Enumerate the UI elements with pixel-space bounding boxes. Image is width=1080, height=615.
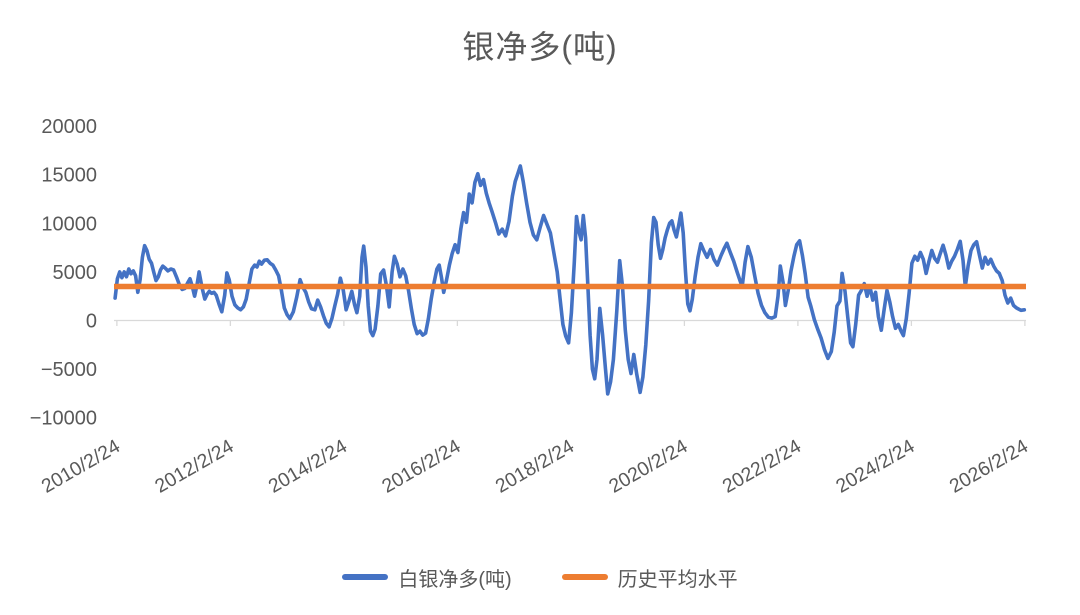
y-axis: 20000 15000 10000 5000 0 −5000 −10000 bbox=[30, 116, 97, 430]
x-tick-label: 2024/2/24 bbox=[832, 435, 918, 498]
x-axis: 2010/2/24 2012/2/24 2014/2/24 2016/2/24 2018… bbox=[38, 319, 1032, 498]
legend-line-swatch bbox=[342, 574, 389, 580]
legend-line-swatch bbox=[561, 574, 608, 580]
legend-item-silver-net-long: 白银净多(吨) bbox=[342, 563, 512, 592]
y-tick-label: 20000 bbox=[41, 116, 97, 138]
y-tick-label: −10000 bbox=[30, 408, 97, 430]
y-tick-label: 10000 bbox=[41, 213, 97, 235]
x-tick-label: 2026/2/24 bbox=[946, 435, 1032, 498]
y-tick-label: 0 bbox=[86, 311, 97, 333]
x-tick-label: 2018/2/24 bbox=[492, 435, 578, 498]
x-tick-label: 2012/2/24 bbox=[151, 435, 237, 498]
chart-legend: 白银净多(吨) 历史平均水平 bbox=[0, 560, 1080, 594]
y-tick-label: −5000 bbox=[41, 359, 97, 381]
y-tick-label: 15000 bbox=[41, 165, 97, 187]
plot-area bbox=[113, 164, 1027, 396]
x-tick-label: 2020/2/24 bbox=[605, 435, 691, 498]
x-tick-label: 2016/2/24 bbox=[378, 435, 464, 498]
legend-label: 历史平均水平 bbox=[617, 568, 738, 591]
y-tick-label: 5000 bbox=[53, 262, 98, 284]
legend-label: 白银净多(吨) bbox=[398, 568, 512, 591]
chart-title: 银净多(吨) bbox=[462, 29, 618, 65]
legend-item-historical-average: 历史平均水平 bbox=[561, 563, 738, 592]
x-tick-label: 2014/2/24 bbox=[265, 435, 351, 498]
x-tick-label: 2010/2/24 bbox=[38, 435, 124, 498]
x-tick-label: 2022/2/24 bbox=[719, 435, 805, 498]
silver-net-long-line bbox=[113, 164, 1027, 396]
